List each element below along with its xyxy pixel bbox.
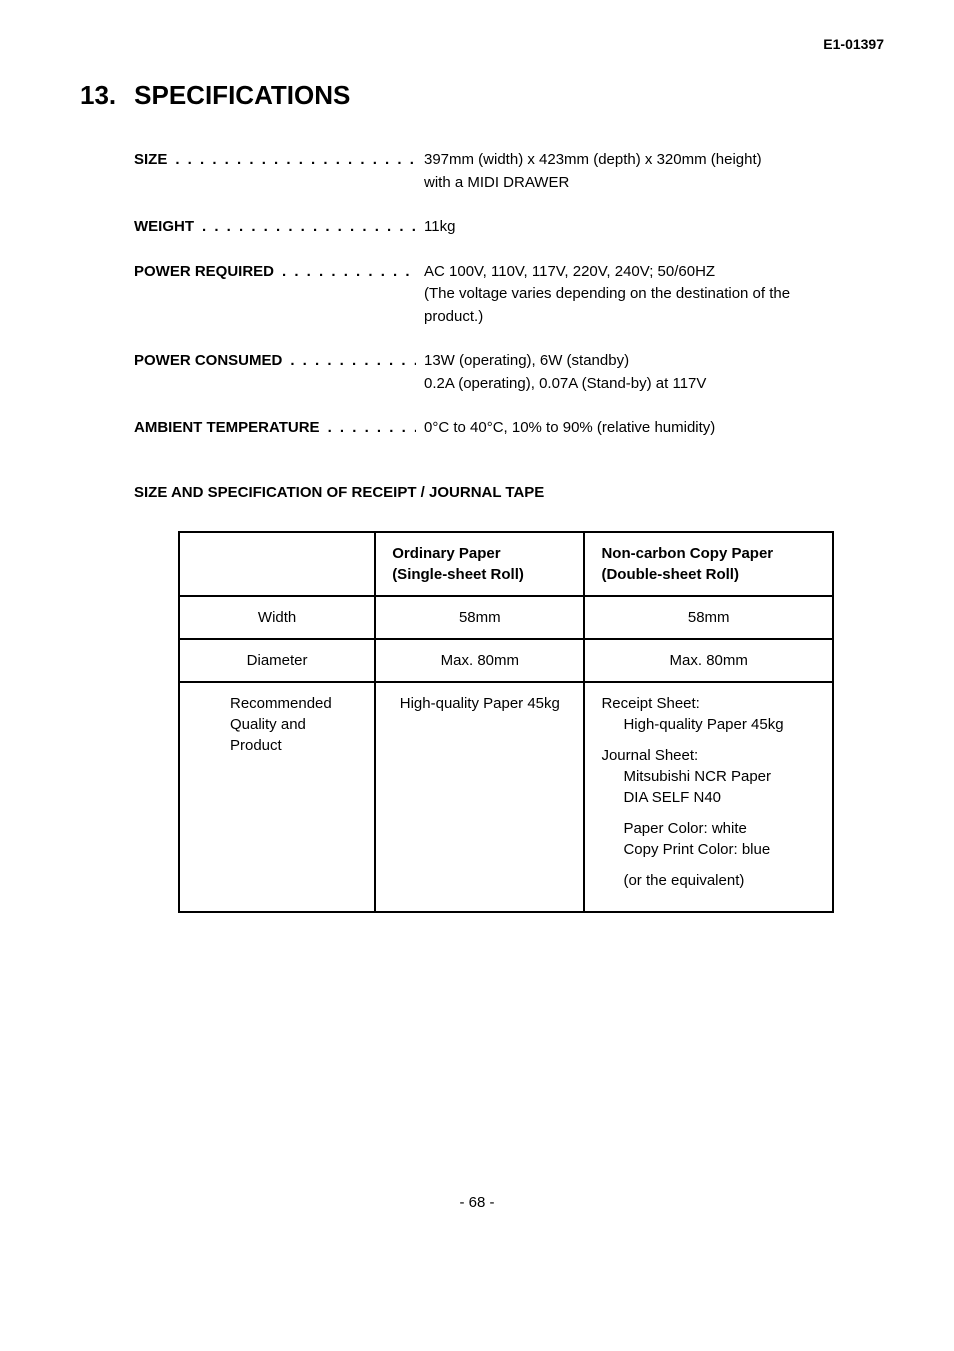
block-detail: Paper Color: white (601, 818, 816, 839)
section-number: 13. (80, 80, 116, 111)
block-detail: Copy Print Color: blue (601, 839, 816, 860)
spec-label-wrap: SIZE . . . . . . . . . . . . . . . . . .… (134, 149, 424, 194)
spec-value: 0°C to 40°C, 10% to 90% (relative humidi… (424, 417, 884, 440)
receipt-block: Receipt Sheet: High-quality Paper 45kg (601, 693, 816, 735)
block-title: Receipt Sheet: (601, 695, 699, 712)
spec-line: 11kg (424, 216, 884, 239)
cell-ordinary: 58mm (375, 596, 584, 639)
table-row: Recommended Quality and Product High-qua… (179, 682, 833, 912)
journal-block: Journal Sheet: Mitsubishi NCR Paper DIA … (601, 745, 816, 808)
table-header-empty (179, 532, 375, 596)
spec-row-weight: WEIGHT . . . . . . . . . . . . . . . . .… (134, 216, 884, 239)
equiv-block: (or the equivalent) (601, 870, 816, 891)
cell-ordinary: High-quality Paper 45kg (375, 682, 584, 912)
spec-label: SIZE (134, 149, 167, 172)
spec-label: POWER CONSUMED (134, 350, 282, 373)
spec-label-wrap: AMBIENT TEMPERATURE . . . . . . . . . (134, 417, 424, 440)
row-label: Recommended Quality and Product (179, 682, 375, 912)
spec-line: 13W (operating), 6W (standby) (424, 350, 884, 373)
table-header-noncarbon: Non-carbon Copy Paper (Double-sheet Roll… (584, 532, 833, 596)
spec-value: 11kg (424, 216, 884, 239)
spec-label-wrap: POWER CONSUMED . . . . . . . . . . . . (134, 350, 424, 395)
section-title: SPECIFICATIONS (134, 80, 350, 111)
spec-line: 0.2A (operating), 0.07A (Stand-by) at 11… (424, 373, 884, 396)
block-detail: Mitsubishi NCR Paper (601, 766, 816, 787)
page-content: 13. SPECIFICATIONS SIZE . . . . . . . . … (0, 0, 954, 913)
spec-line: AC 100V, 110V, 117V, 220V, 240V; 50/60HZ (424, 261, 884, 284)
spec-table: Ordinary Paper (Single-sheet Roll) Non-c… (178, 531, 834, 913)
label-line: Product (230, 737, 282, 754)
header-line: (Double-sheet Roll) (601, 566, 739, 583)
label-line: Recommended (230, 695, 332, 712)
spec-label-wrap: WEIGHT . . . . . . . . . . . . . . . . .… (134, 216, 424, 239)
spec-row-ambient-temp: AMBIENT TEMPERATURE . . . . . . . . . 0°… (134, 417, 884, 440)
header-line: Non-carbon Copy Paper (601, 545, 773, 562)
spec-line: product.) (424, 306, 884, 329)
spec-line: (The voltage varies depending on the des… (424, 283, 884, 306)
spec-label: WEIGHT (134, 216, 194, 239)
block-detail: DIA SELF N40 (601, 787, 816, 808)
section-heading: 13. SPECIFICATIONS (80, 80, 884, 111)
spec-label: AMBIENT TEMPERATURE (134, 417, 320, 440)
cell-noncarbon: Receipt Sheet: High-quality Paper 45kg J… (584, 682, 833, 912)
spec-label-wrap: POWER REQUIRED . . . . . . . . . . . . . (134, 261, 424, 329)
leader-dots: . . . . . . . . . . . . (290, 350, 416, 373)
cell-ordinary: Max. 80mm (375, 639, 584, 682)
cell-noncarbon: 58mm (584, 596, 833, 639)
header-line: Ordinary Paper (392, 545, 500, 562)
row-label: Diameter (179, 639, 375, 682)
page-number: - 68 - (0, 1194, 954, 1211)
leader-dots: . . . . . . . . . . . . . . . . . . . (202, 216, 416, 239)
row-label: Width (179, 596, 375, 639)
table-row: Width 58mm 58mm (179, 596, 833, 639)
table-header-row: Ordinary Paper (Single-sheet Roll) Non-c… (179, 532, 833, 596)
spec-value: AC 100V, 110V, 117V, 220V, 240V; 50/60HZ… (424, 261, 884, 329)
spec-line: 397mm (width) x 423mm (depth) x 320mm (h… (424, 149, 884, 172)
spec-row-power-consumed: POWER CONSUMED . . . . . . . . . . . . 1… (134, 350, 884, 395)
block-title: Journal Sheet: (601, 747, 698, 764)
header-line: (Single-sheet Roll) (392, 566, 524, 583)
spec-value: 397mm (width) x 423mm (depth) x 320mm (h… (424, 149, 884, 194)
block-detail: (or the equivalent) (601, 870, 816, 891)
spec-label: POWER REQUIRED (134, 261, 274, 284)
spec-row-size: SIZE . . . . . . . . . . . . . . . . . .… (134, 149, 884, 194)
table-heading: SIZE AND SPECIFICATION OF RECEIPT / JOUR… (80, 484, 884, 501)
spec-line: 0°C to 40°C, 10% to 90% (relative humidi… (424, 417, 884, 440)
spec-line: with a MIDI DRAWER (424, 172, 884, 195)
spec-table-wrap: Ordinary Paper (Single-sheet Roll) Non-c… (80, 531, 884, 913)
table-header-ordinary: Ordinary Paper (Single-sheet Roll) (375, 532, 584, 596)
spec-value: 13W (operating), 6W (standby) 0.2A (oper… (424, 350, 884, 395)
spec-list: SIZE . . . . . . . . . . . . . . . . . .… (80, 149, 884, 440)
document-id: E1-01397 (823, 36, 884, 52)
table-row: Diameter Max. 80mm Max. 80mm (179, 639, 833, 682)
color-block: Paper Color: white Copy Print Color: blu… (601, 818, 816, 860)
block-detail: High-quality Paper 45kg (601, 714, 816, 735)
leader-dots: . . . . . . . . . . . . . . . . . . . . … (175, 149, 416, 172)
spec-row-power-required: POWER REQUIRED . . . . . . . . . . . . .… (134, 261, 884, 329)
label-line: Quality and (230, 716, 306, 733)
leader-dots: . . . . . . . . . (328, 417, 416, 440)
cell-noncarbon: Max. 80mm (584, 639, 833, 682)
leader-dots: . . . . . . . . . . . . . (282, 261, 416, 284)
